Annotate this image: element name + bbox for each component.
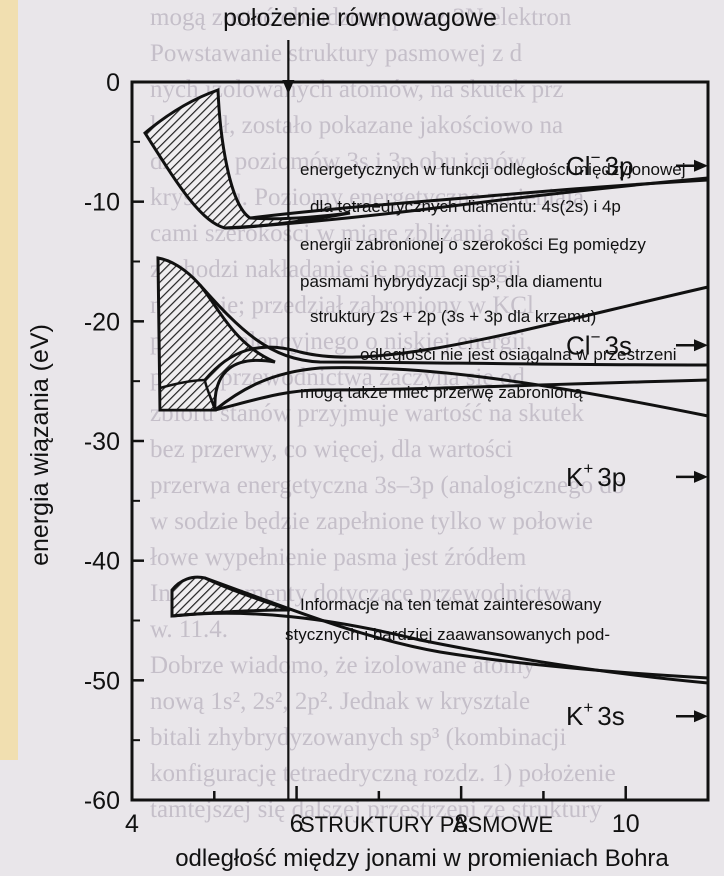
equilibrium-label: położenie równowagowe (223, 4, 497, 32)
background-text-line: bez przerwy, co więcej, dla wartości (150, 436, 513, 463)
band-label-text: Cl− 3s (566, 327, 632, 360)
overlay-text-line: mogą także mieć przerwę zabronioną (300, 383, 583, 402)
band-label: K+ 3s (566, 698, 708, 731)
background-text-line: Powstawanie struktury pasmowej z d (150, 40, 523, 67)
right-arrow-icon (694, 710, 708, 723)
band-kplus-3s-fill (170, 575, 291, 618)
background-text-line: mogą zostać obsadzone przez 2N elektron (150, 4, 572, 31)
y-tick-label: -50 (84, 667, 120, 695)
band-ion: Cl (566, 330, 591, 360)
equilibrium-arrow-icon (282, 80, 295, 94)
band-label: Cl− 3p (566, 148, 708, 181)
overlay-text-line: Informacje na ten temat zainteresowany (300, 595, 602, 614)
overlay-text-line: struktury 2s + 2p (3s + 3p dla krzemu) (310, 307, 596, 326)
band-kplus-3s-lower (171, 611, 709, 685)
background-text-line: cami szerokości w miarę zbliżania się (150, 220, 529, 247)
right-arrow-icon (694, 339, 708, 352)
overlay-text-line: energetycznych w funkcji odległości międ… (300, 160, 686, 179)
band-kplus-3p-lower (214, 378, 709, 412)
band-label: K+ 3p (566, 459, 708, 492)
band-cl-3p-lower (224, 176, 709, 230)
band-ion: Cl (566, 151, 591, 181)
overlay-text-line: pasmami hybrydyzacji sp³, dla diamentu (300, 272, 602, 291)
y-tick-label: -30 (84, 428, 120, 456)
x-tick-label: 6 (290, 810, 304, 838)
energy-bands (143, 87, 709, 685)
x-tick-label: 4 (125, 810, 139, 838)
overlay-text-line: dla tetraedrycznych diamentu: 4s(2s) i 4… (310, 197, 621, 216)
overlay-text-line: odległości nie jest osiągalna w przestrz… (360, 345, 677, 364)
background-text-line: w sodzie będzie zapełnione tylko w połow… (150, 508, 593, 535)
band-label-text: K+ 3s (566, 698, 625, 731)
right-arrow-icon (694, 470, 708, 483)
band-label-text: Cl− 3p (566, 148, 633, 181)
y-tick-label: -40 (84, 548, 120, 576)
overlay-text: energetycznych w funkcji odległości międ… (285, 160, 686, 837)
band-ion: K (566, 462, 584, 492)
band-label: Cl− 3s (566, 327, 708, 360)
y-tick-label: -10 (84, 189, 120, 217)
band-charge: − (591, 148, 601, 167)
y-axis-ticks: 0 -10 -20 -30 -40 -50 -60 (84, 69, 144, 815)
background-text-line: nową 1s², 2s², 2p². Jednak w krysztale (150, 688, 531, 715)
band-charge: − (591, 327, 601, 346)
band-label-text: K+ 3p (566, 459, 626, 492)
band-orbital: 3p (605, 151, 634, 181)
band-ion: K (566, 701, 584, 731)
band-kplus-3p-upper (203, 285, 709, 381)
band-cl-3s-fill (156, 256, 276, 412)
band-charge: + (583, 459, 593, 478)
band-cl-3s-lower (214, 366, 709, 418)
background-text-line: w. 11.4. (150, 616, 229, 643)
background-text-line: bitali zhybrydyzowanych sp³ (kombinacji (150, 724, 567, 751)
band-orbital: 3p (597, 462, 626, 492)
background-text-line: konfigurację tetraedryczną rozdz. 1) poł… (150, 760, 616, 787)
background-text-line: zachodzi nakładanie się pasm energii (150, 256, 522, 283)
band-orbital: 3s (605, 330, 632, 360)
band-cl-3p-fill (143, 87, 351, 230)
band-cl-3s-upper (198, 284, 709, 367)
y-axis-label: energia wiązania (eV) (26, 324, 54, 566)
overlay-text-line: energii zabronionej o szerokości Eg pomi… (300, 235, 646, 254)
band-charge: + (583, 698, 593, 717)
x-axis-ticks: 4 6 8 10 (125, 786, 710, 838)
right-arrow-icon (694, 159, 708, 172)
background-text-line: przerwa energetyczna 3s–3p (analogiczneg… (150, 472, 625, 499)
page-edge-strip (0, 0, 18, 760)
x-tick-label: 8 (454, 810, 468, 838)
x-axis-label: odległość między jonami w promieniach Bo… (175, 845, 669, 872)
overlay-text-line: stycznych i bardziej zaawansowanych pod- (285, 625, 610, 644)
y-tick-label: -20 (84, 308, 120, 336)
overlay-text-line: STRUKTURY PASMOWE (300, 812, 553, 837)
band-kplus-3p-fill (158, 378, 217, 412)
band-orbital: 3s (597, 701, 624, 731)
x-tick-label: 10 (612, 810, 640, 838)
y-tick-label: 0 (106, 69, 120, 97)
background-text-line: łowe wypełnienie pasma jest źródłem (150, 544, 527, 571)
y-tick-label: -60 (84, 787, 120, 815)
